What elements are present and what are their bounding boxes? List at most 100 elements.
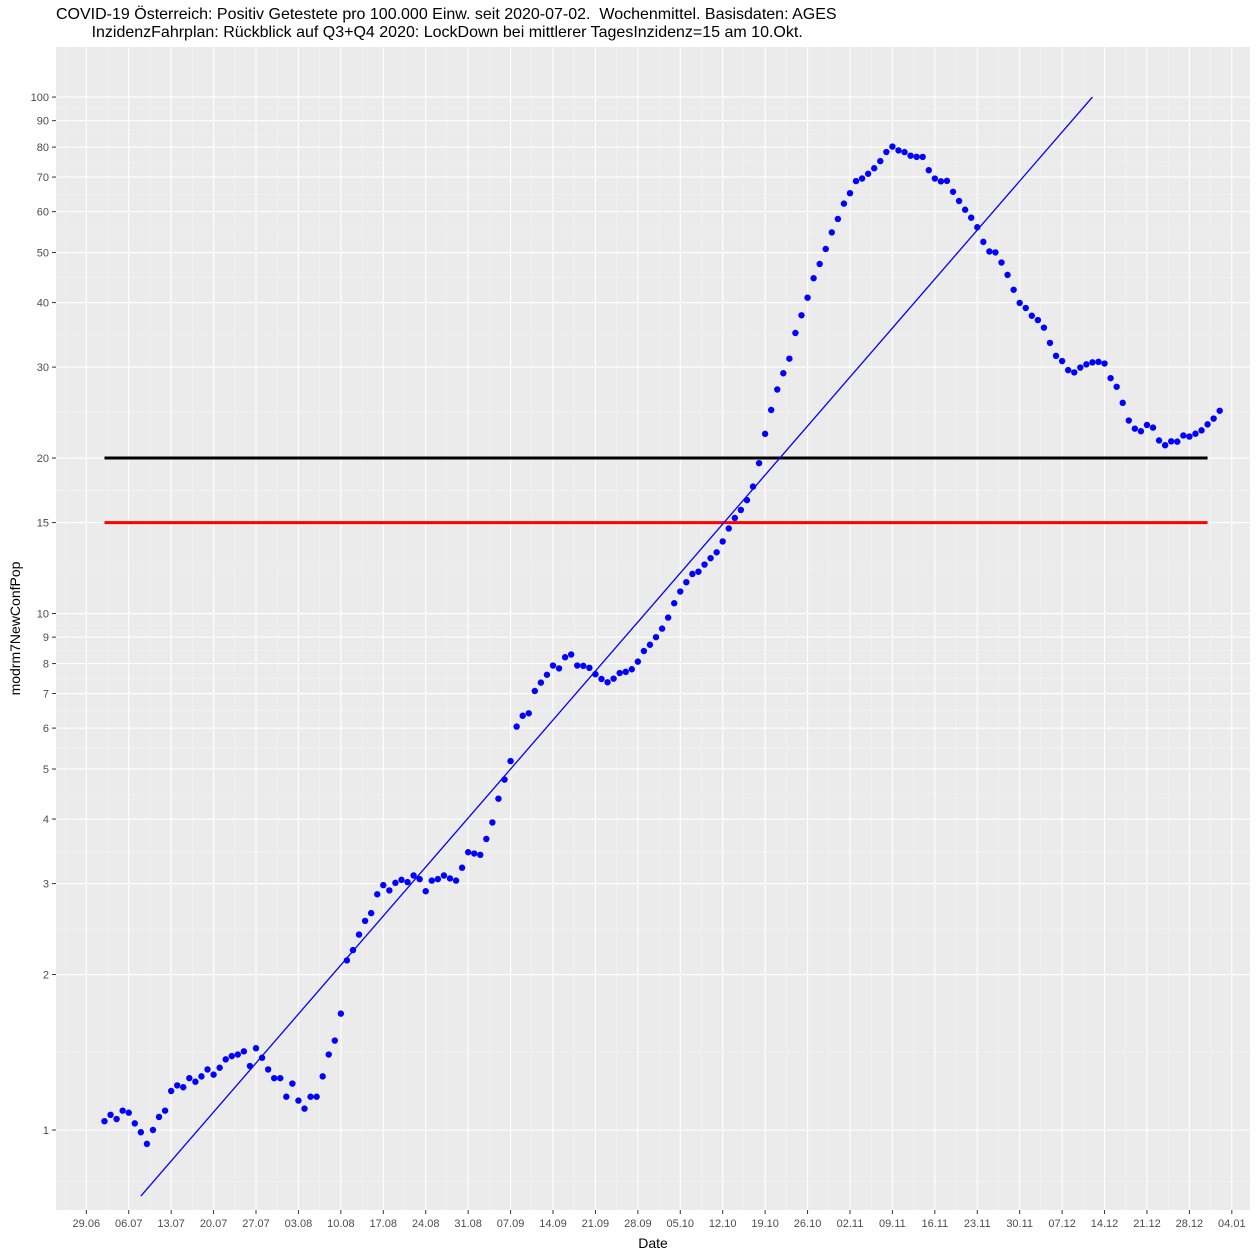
data-point (871, 165, 878, 172)
data-point (998, 259, 1005, 266)
data-point (543, 671, 551, 678)
data-point (1046, 339, 1054, 347)
data-point (428, 877, 435, 884)
x-tick-label: 28.12 (1176, 1218, 1204, 1230)
data-point (816, 260, 823, 268)
x-tick-label: 04.01 (1218, 1218, 1246, 1230)
data-point (840, 200, 848, 207)
data-point (634, 658, 642, 665)
data-point (331, 1037, 339, 1044)
x-tick-label: 14.09 (539, 1218, 567, 1230)
data-point (246, 1062, 254, 1070)
data-point (471, 850, 478, 857)
data-point (398, 876, 405, 884)
data-point (943, 177, 951, 185)
data-point (677, 588, 684, 595)
y-tick-label: 40 (37, 298, 49, 310)
data-point (483, 835, 490, 843)
data-point (846, 189, 854, 197)
data-point (513, 723, 520, 730)
x-axis-title: Date (638, 1235, 668, 1251)
data-point (155, 1113, 163, 1121)
data-point (925, 167, 932, 174)
data-point (798, 312, 805, 319)
data-point (319, 1073, 326, 1080)
data-point (858, 175, 866, 182)
data-point (1101, 360, 1108, 367)
chart-title-line2: InzidenzFahrplan: Rückblick auf Q3+Q4 20… (56, 24, 803, 41)
plot-panel (56, 47, 1250, 1210)
data-point (804, 294, 811, 301)
data-point (325, 1051, 332, 1058)
data-point (719, 538, 726, 545)
grid-minor (56, 47, 1250, 1210)
x-tick-label: 27.07 (242, 1218, 270, 1230)
data-point (337, 1010, 345, 1017)
data-point (186, 1074, 193, 1082)
data-point (743, 496, 751, 504)
data-point (810, 275, 817, 282)
data-point (1198, 427, 1205, 434)
data-point (895, 147, 902, 154)
y-tick-label: 100 (31, 92, 49, 104)
y-tick-label: 3 (43, 879, 49, 891)
data-point (446, 875, 454, 882)
data-point (683, 578, 690, 586)
data-point (477, 851, 484, 859)
data-point (967, 214, 975, 221)
y-tick-label: 60 (37, 207, 49, 219)
data-point (434, 875, 442, 883)
data-point (780, 370, 787, 377)
y-tick-label: 80 (37, 142, 49, 154)
y-axis-title: modrm7NewConfPop (7, 561, 23, 695)
data-point (1040, 324, 1048, 331)
x-tick-label: 03.08 (285, 1218, 313, 1230)
data-point (1204, 421, 1211, 428)
data-point (658, 625, 666, 632)
data-point (937, 178, 945, 185)
data-point (374, 891, 381, 898)
x-tick-label: 17.08 (370, 1218, 398, 1230)
data-point (689, 570, 696, 578)
data-point (1174, 438, 1181, 445)
data-point (367, 909, 375, 917)
x-tick-label: 21.12 (1133, 1218, 1161, 1230)
data-point (174, 1082, 181, 1089)
data-point (283, 1093, 290, 1100)
data-point (949, 188, 957, 195)
data-point (992, 249, 999, 256)
data-point (646, 641, 654, 648)
y-tick-label: 20 (37, 453, 49, 465)
data-point (610, 675, 617, 682)
data-point (125, 1109, 132, 1116)
data-point (1034, 316, 1042, 324)
data-point (495, 795, 502, 802)
data-point (640, 647, 648, 655)
data-point (252, 1045, 260, 1052)
data-point (701, 561, 708, 568)
data-point (555, 665, 563, 672)
data-point (143, 1140, 151, 1148)
data-point (604, 679, 611, 686)
y-tick-label: 4 (43, 814, 49, 826)
data-point (440, 872, 448, 879)
x-tick-label: 14.12 (1091, 1218, 1119, 1230)
data-point (192, 1078, 199, 1085)
data-point (955, 197, 963, 205)
x-tick-label: 21.09 (582, 1218, 610, 1230)
data-point (586, 664, 593, 672)
data-point (755, 459, 763, 467)
data-point (913, 153, 920, 161)
data-point (131, 1120, 138, 1127)
data-point (101, 1118, 108, 1125)
data-point (671, 600, 678, 607)
x-tick-label: 06.07 (115, 1218, 143, 1230)
data-point (392, 879, 399, 887)
data-point (301, 1105, 308, 1112)
y-tick-label: 30 (37, 362, 49, 374)
data-point (1113, 383, 1120, 390)
data-point (234, 1051, 242, 1058)
data-point (749, 483, 757, 490)
grid-major (56, 47, 1250, 1210)
data-point (919, 153, 926, 161)
